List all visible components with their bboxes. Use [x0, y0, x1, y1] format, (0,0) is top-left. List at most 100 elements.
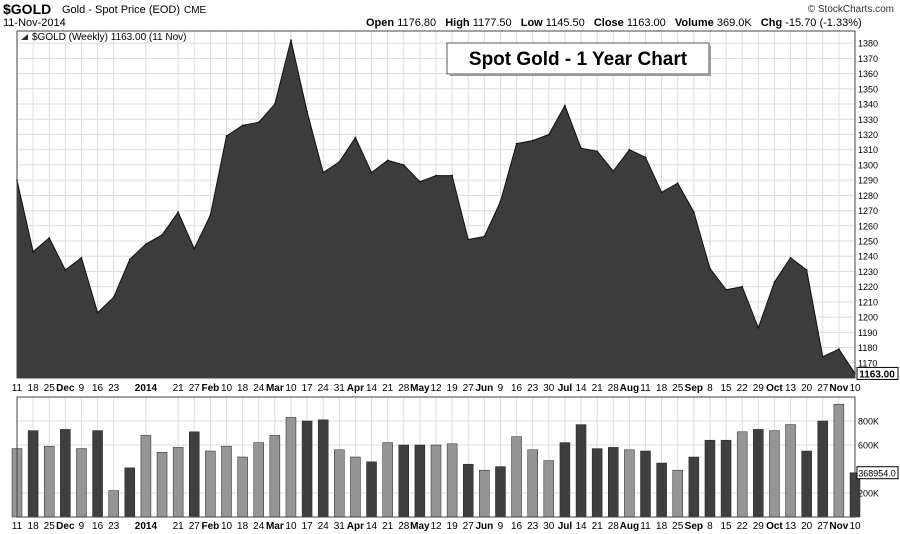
price-point [580, 147, 582, 150]
price-point [757, 326, 760, 329]
price-point [96, 311, 99, 314]
volume-x-tick-label: 24 [318, 521, 330, 532]
volume-bar [350, 456, 361, 518]
price-y-tick-label: 1210 [858, 297, 878, 307]
volume-x-tick-label: 24 [253, 521, 265, 532]
volume-bar [736, 431, 748, 518]
volume-bar [479, 469, 490, 518]
volume-x-tick-label: 28 [608, 521, 620, 532]
price-point [225, 135, 228, 137]
volume-bar [124, 467, 136, 518]
volume-bar [753, 429, 764, 518]
price-x-tick-label: 11 [12, 383, 23, 394]
price-point [322, 171, 325, 174]
volume-x-tick-label: 17 [302, 521, 314, 532]
volume-bar [108, 490, 119, 518]
brand-link[interactable]: © StockCharts.com [807, 4, 894, 15]
last-volume-label: 368954.0 [858, 469, 896, 479]
volume-x-tick-label: 11 [12, 521, 23, 532]
volume-bar [43, 445, 55, 518]
volume-x-tick-label: 29 [753, 521, 765, 532]
volume-value: 369.0K [716, 17, 752, 29]
volume-bar [769, 430, 780, 518]
volume-bar [334, 449, 345, 518]
volume-bar [414, 444, 426, 518]
price-x-tick-label: 8 [707, 383, 713, 394]
high-label: High [445, 17, 470, 29]
price-x-tick-label: Jun [475, 383, 493, 394]
volume-x-tick-label: 21 [592, 521, 604, 532]
volume-bar [833, 403, 845, 518]
price-x-tick-label: Mar [266, 383, 284, 394]
price-y-tick-label: 1190 [858, 328, 877, 338]
volume-x-tick-label: 18 [656, 521, 668, 532]
price-y-tick-label: 1320 [858, 130, 878, 140]
volume-bar [527, 449, 538, 518]
volume-bar [172, 447, 184, 518]
price-x-tick-label: 25 [44, 383, 56, 394]
price-x-tick-label: 21 [173, 383, 185, 394]
volume-x-tick-label: 30 [543, 521, 555, 532]
volume-bar [785, 424, 796, 518]
volume-bar [60, 429, 71, 518]
volume-bar [285, 417, 297, 518]
price-point [596, 150, 599, 153]
price-x-tick-label: 16 [511, 383, 523, 394]
price-point [48, 237, 51, 239]
price-point [805, 269, 808, 271]
price-x-tick-label: 21 [382, 383, 394, 394]
price-y-tick-label: 1240 [858, 252, 878, 262]
price-x-tick-label: 14 [366, 383, 378, 394]
volume-bar [559, 442, 571, 518]
price-legend: $GOLD (Weekly) 1163.00 (11 Nov) [32, 32, 187, 43]
price-point [64, 269, 67, 271]
price-y-tick-label: 1230 [858, 267, 878, 277]
price-x-tick-label: May [410, 383, 430, 394]
price-point [177, 211, 180, 214]
open-label: Open [366, 17, 395, 29]
price-x-tick-label: 2014 [135, 383, 158, 394]
volume-bar [511, 436, 522, 518]
volume-label: Volume [674, 17, 714, 29]
volume-x-tick-label: 20 [801, 521, 813, 532]
price-x-tick-label: Nov [829, 383, 848, 394]
price-x-tick-label: 31 [334, 383, 346, 394]
price-x-tick-label: 9 [498, 383, 504, 394]
price-y-tick-label: 1380 [858, 39, 878, 49]
price-point [80, 256, 83, 259]
price-x-tick-label: 22 [737, 383, 749, 394]
volume-x-tick-label: 16 [92, 521, 104, 532]
volume-bar [575, 424, 587, 518]
volume-bar [640, 450, 651, 518]
volume-x-tick-label: 15 [721, 521, 733, 532]
volume-bar [398, 444, 410, 518]
volume-bar [720, 439, 732, 518]
volume-x-tick-label: 21 [382, 521, 394, 532]
price-x-tick-label: 10 [221, 383, 233, 394]
symbol-title: $GOLD [3, 1, 52, 17]
price-y-tick-label: 1200 [858, 313, 878, 323]
price-point [338, 160, 341, 163]
volume-bar [237, 456, 248, 518]
price-x-tick-label: 12 [430, 383, 442, 394]
volume-bar [817, 420, 829, 518]
price-point [145, 243, 147, 245]
volume-bar [688, 456, 700, 518]
price-y-tick-label: 1290 [858, 176, 878, 186]
price-point [709, 267, 711, 270]
high-value: 1177.50 [472, 17, 512, 29]
volume-x-tick-label: 9 [498, 521, 504, 532]
change-label: Chg [760, 17, 783, 29]
price-point [451, 174, 454, 177]
price-y-tick-label: 1270 [858, 206, 878, 216]
low-value: 1145.50 [545, 17, 585, 29]
volume-bar [253, 442, 264, 518]
volume-x-tick-label: 14 [575, 521, 587, 532]
volume-x-tick-label: 10 [285, 521, 297, 532]
volume-bar [76, 448, 87, 518]
chart-date: 11-Nov-2014 [3, 17, 66, 29]
price-point [499, 200, 502, 203]
price-x-tick-label: Oct [766, 383, 783, 394]
volume-bar [430, 444, 442, 518]
